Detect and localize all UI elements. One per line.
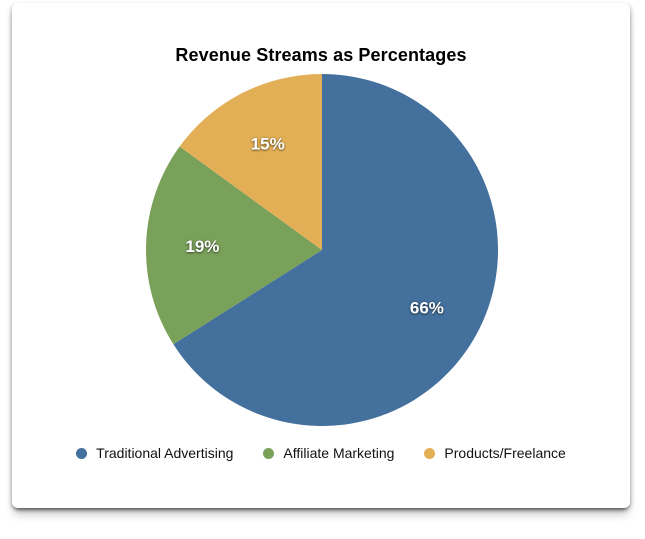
pie-slice-traditional-advertising: [173, 74, 498, 426]
legend-label: Traditional Advertising: [96, 445, 234, 461]
pie-chart: 66% 19% 15%: [146, 74, 498, 426]
pie-slice-products-freelance: [179, 74, 322, 250]
legend-item-affiliate-marketing: Affiliate Marketing: [263, 445, 394, 461]
legend-label: Affiliate Marketing: [283, 445, 395, 461]
legend-swatch-icon: [76, 447, 88, 459]
legend-item-traditional-advertising: Traditional Advertising: [76, 445, 233, 461]
legend-item-products-freelance: Products/Freelance: [424, 445, 566, 461]
pie-slice-value-products-freelance: 15%: [251, 134, 285, 153]
pie-slice-affiliate-marketing: [146, 146, 322, 345]
legend: Traditional Advertising Affiliate Marketi…: [12, 445, 630, 461]
pie-slice-value-traditional-advertising: 66%: [410, 299, 444, 318]
pie-slice-value-affiliate-marketing: 19%: [185, 237, 219, 256]
legend-label: Products/Freelance: [444, 445, 566, 461]
legend-swatch-icon: [424, 447, 436, 459]
chart-card: Revenue Streams as Percentages 66% 19% 15%…: [12, 3, 630, 508]
legend-swatch-icon: [263, 447, 275, 459]
chart-title: Revenue Streams as Percentages: [175, 45, 467, 65]
